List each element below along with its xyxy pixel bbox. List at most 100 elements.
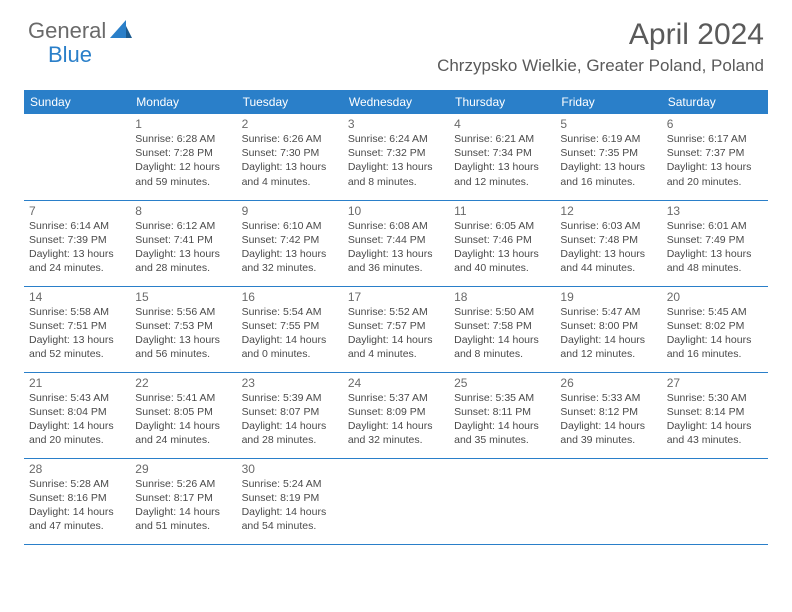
calendar-cell: 21Sunrise: 5:43 AMSunset: 8:04 PMDayligh… [24,372,130,458]
calendar-cell: 20Sunrise: 5:45 AMSunset: 8:02 PMDayligh… [662,286,768,372]
day-info: Sunrise: 6:21 AMSunset: 7:34 PMDaylight:… [454,132,550,189]
calendar-cell [662,458,768,544]
calendar-week-row: 7Sunrise: 6:14 AMSunset: 7:39 PMDaylight… [24,200,768,286]
day-info: Sunrise: 6:17 AMSunset: 7:37 PMDaylight:… [667,132,763,189]
calendar-cell: 7Sunrise: 6:14 AMSunset: 7:39 PMDaylight… [24,200,130,286]
calendar-cell: 3Sunrise: 6:24 AMSunset: 7:32 PMDaylight… [343,114,449,200]
page-title: April 2024 [437,18,764,52]
day-info: Sunrise: 6:05 AMSunset: 7:46 PMDaylight:… [454,219,550,276]
day-number: 4 [454,117,550,131]
calendar-cell: 28Sunrise: 5:28 AMSunset: 8:16 PMDayligh… [24,458,130,544]
day-info: Sunrise: 6:10 AMSunset: 7:42 PMDaylight:… [242,219,338,276]
day-number: 10 [348,204,444,218]
day-info: Sunrise: 6:26 AMSunset: 7:30 PMDaylight:… [242,132,338,189]
calendar-cell: 25Sunrise: 5:35 AMSunset: 8:11 PMDayligh… [449,372,555,458]
day-number: 9 [242,204,338,218]
calendar-cell: 4Sunrise: 6:21 AMSunset: 7:34 PMDaylight… [449,114,555,200]
calendar-cell: 30Sunrise: 5:24 AMSunset: 8:19 PMDayligh… [237,458,343,544]
calendar-cell: 5Sunrise: 6:19 AMSunset: 7:35 PMDaylight… [555,114,661,200]
calendar-cell: 8Sunrise: 6:12 AMSunset: 7:41 PMDaylight… [130,200,236,286]
calendar-week-row: 14Sunrise: 5:58 AMSunset: 7:51 PMDayligh… [24,286,768,372]
header: General April 2024 Chrzypsko Wielkie, Gr… [0,0,792,84]
calendar-week-row: 28Sunrise: 5:28 AMSunset: 8:16 PMDayligh… [24,458,768,544]
calendar-cell [24,114,130,200]
calendar-week-row: 21Sunrise: 5:43 AMSunset: 8:04 PMDayligh… [24,372,768,458]
day-number: 12 [560,204,656,218]
calendar-cell: 1Sunrise: 6:28 AMSunset: 7:28 PMDaylight… [130,114,236,200]
calendar-body: 1Sunrise: 6:28 AMSunset: 7:28 PMDaylight… [24,114,768,544]
day-info: Sunrise: 5:43 AMSunset: 8:04 PMDaylight:… [29,391,125,448]
day-number: 30 [242,462,338,476]
calendar-cell: 12Sunrise: 6:03 AMSunset: 7:48 PMDayligh… [555,200,661,286]
calendar-header-row: SundayMondayTuesdayWednesdayThursdayFrid… [24,90,768,114]
calendar-cell: 27Sunrise: 5:30 AMSunset: 8:14 PMDayligh… [662,372,768,458]
title-block: April 2024 Chrzypsko Wielkie, Greater Po… [437,18,764,76]
day-number: 25 [454,376,550,390]
day-number: 14 [29,290,125,304]
day-number: 3 [348,117,444,131]
calendar-table: SundayMondayTuesdayWednesdayThursdayFrid… [24,90,768,545]
day-number: 27 [667,376,763,390]
calendar-cell: 17Sunrise: 5:52 AMSunset: 7:57 PMDayligh… [343,286,449,372]
day-number: 13 [667,204,763,218]
day-info: Sunrise: 5:35 AMSunset: 8:11 PMDaylight:… [454,391,550,448]
day-number: 20 [667,290,763,304]
calendar-cell: 11Sunrise: 6:05 AMSunset: 7:46 PMDayligh… [449,200,555,286]
calendar-cell: 9Sunrise: 6:10 AMSunset: 7:42 PMDaylight… [237,200,343,286]
day-header: Tuesday [237,90,343,114]
day-header: Sunday [24,90,130,114]
day-info: Sunrise: 5:28 AMSunset: 8:16 PMDaylight:… [29,477,125,534]
day-info: Sunrise: 5:30 AMSunset: 8:14 PMDaylight:… [667,391,763,448]
day-number: 29 [135,462,231,476]
day-number: 23 [242,376,338,390]
calendar-cell [343,458,449,544]
day-info: Sunrise: 5:41 AMSunset: 8:05 PMDaylight:… [135,391,231,448]
location-text: Chrzypsko Wielkie, Greater Poland, Polan… [437,56,764,76]
day-info: Sunrise: 6:01 AMSunset: 7:49 PMDaylight:… [667,219,763,276]
calendar-cell [555,458,661,544]
day-info: Sunrise: 5:47 AMSunset: 8:00 PMDaylight:… [560,305,656,362]
calendar-cell: 26Sunrise: 5:33 AMSunset: 8:12 PMDayligh… [555,372,661,458]
calendar-cell: 29Sunrise: 5:26 AMSunset: 8:17 PMDayligh… [130,458,236,544]
logo-triangle-icon [110,20,132,43]
day-info: Sunrise: 6:24 AMSunset: 7:32 PMDaylight:… [348,132,444,189]
calendar-cell: 18Sunrise: 5:50 AMSunset: 7:58 PMDayligh… [449,286,555,372]
day-header: Thursday [449,90,555,114]
day-number: 11 [454,204,550,218]
calendar-cell: 6Sunrise: 6:17 AMSunset: 7:37 PMDaylight… [662,114,768,200]
day-header: Friday [555,90,661,114]
calendar-week-row: 1Sunrise: 6:28 AMSunset: 7:28 PMDaylight… [24,114,768,200]
day-number: 22 [135,376,231,390]
day-info: Sunrise: 5:45 AMSunset: 8:02 PMDaylight:… [667,305,763,362]
day-number: 19 [560,290,656,304]
day-header: Wednesday [343,90,449,114]
logo-text-general: General [28,18,106,44]
day-number: 16 [242,290,338,304]
day-info: Sunrise: 5:56 AMSunset: 7:53 PMDaylight:… [135,305,231,362]
day-header: Saturday [662,90,768,114]
day-number: 8 [135,204,231,218]
day-info: Sunrise: 6:14 AMSunset: 7:39 PMDaylight:… [29,219,125,276]
logo-text-blue-wrap: Blue [48,42,92,68]
day-number: 15 [135,290,231,304]
day-number: 1 [135,117,231,131]
day-number: 26 [560,376,656,390]
day-info: Sunrise: 6:19 AMSunset: 7:35 PMDaylight:… [560,132,656,189]
day-info: Sunrise: 6:28 AMSunset: 7:28 PMDaylight:… [135,132,231,189]
calendar-cell: 24Sunrise: 5:37 AMSunset: 8:09 PMDayligh… [343,372,449,458]
day-info: Sunrise: 6:08 AMSunset: 7:44 PMDaylight:… [348,219,444,276]
day-number: 18 [454,290,550,304]
calendar-cell: 2Sunrise: 6:26 AMSunset: 7:30 PMDaylight… [237,114,343,200]
calendar-cell: 15Sunrise: 5:56 AMSunset: 7:53 PMDayligh… [130,286,236,372]
day-info: Sunrise: 5:26 AMSunset: 8:17 PMDaylight:… [135,477,231,534]
day-info: Sunrise: 6:03 AMSunset: 7:48 PMDaylight:… [560,219,656,276]
calendar-cell: 14Sunrise: 5:58 AMSunset: 7:51 PMDayligh… [24,286,130,372]
day-number: 6 [667,117,763,131]
day-number: 28 [29,462,125,476]
day-number: 5 [560,117,656,131]
day-number: 24 [348,376,444,390]
logo: General [28,18,134,44]
day-info: Sunrise: 5:33 AMSunset: 8:12 PMDaylight:… [560,391,656,448]
calendar-cell: 19Sunrise: 5:47 AMSunset: 8:00 PMDayligh… [555,286,661,372]
day-info: Sunrise: 5:50 AMSunset: 7:58 PMDaylight:… [454,305,550,362]
